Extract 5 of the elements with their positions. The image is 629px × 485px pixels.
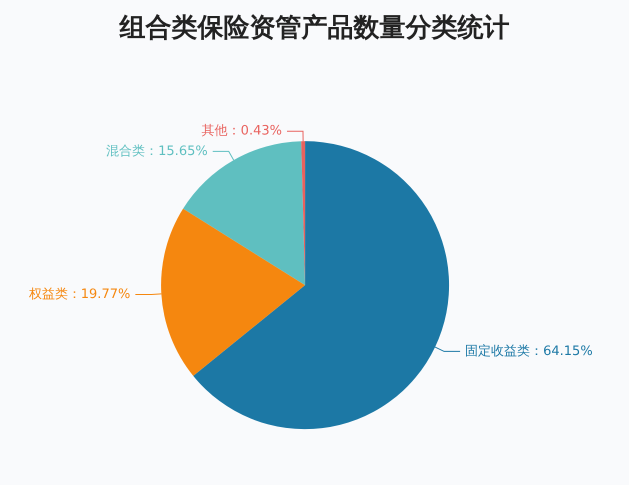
slice-label: 固定收益类：64.15%: [465, 344, 593, 359]
slice-label: 其他：0.43%: [202, 124, 282, 139]
chart-title: 组合类保险资管产品数量分类统计: [118, 13, 510, 43]
slice-label: 混合类：15.65%: [106, 144, 208, 159]
slice-label: 权益类：19.77%: [28, 287, 130, 302]
